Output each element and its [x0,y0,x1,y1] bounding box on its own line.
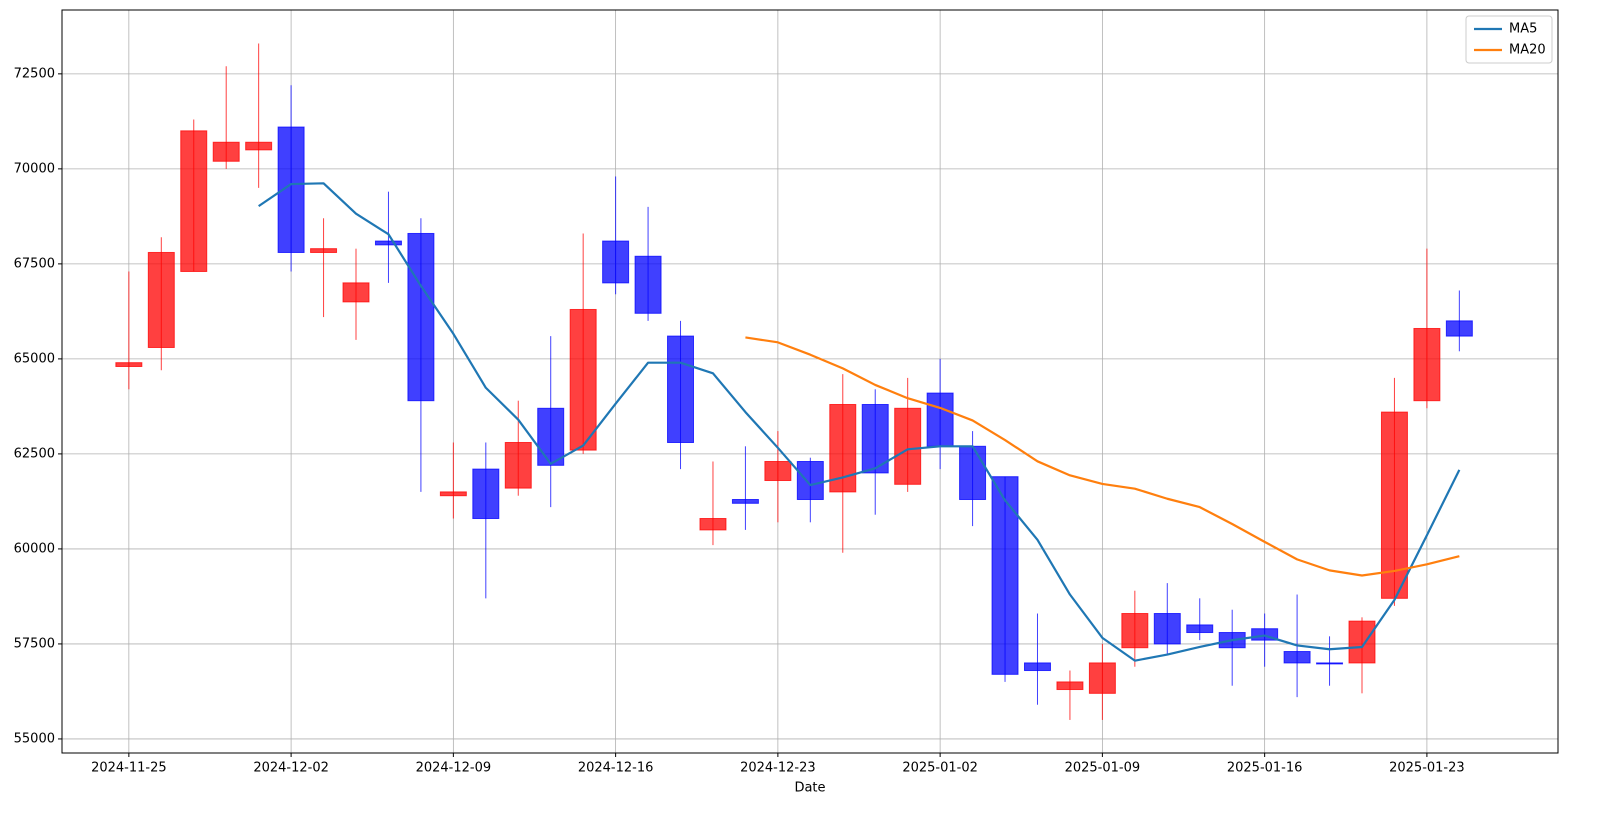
candle-body [731,499,759,504]
y-tick-label: 67500 [14,256,55,271]
candle-body [1024,662,1051,672]
y-tick-label: 55000 [14,731,55,746]
x-tick-label: 2025-01-16 [1227,761,1303,776]
legend-label: MA5 [1509,22,1537,37]
candle-body [310,248,338,253]
candle-body [504,441,532,489]
candle-body [1056,681,1084,691]
candle-body [537,407,565,466]
candle-body [374,240,402,246]
candle-body [634,255,662,314]
candle-body [1121,613,1149,649]
candle-body [1380,411,1408,599]
candle-body [212,141,240,162]
candle-body [1186,624,1214,634]
x-tick-label: 2024-12-09 [416,761,492,776]
candle-body [115,362,143,367]
x-tick-label: 2024-12-16 [578,761,654,776]
candle-body [861,403,889,474]
candle-body [1445,320,1473,337]
candle-body [1088,662,1116,694]
ma-line [258,182,1461,662]
candle-body [439,491,467,497]
candle-body [1316,662,1344,665]
candle-body [796,461,824,501]
candle-body [1348,620,1376,664]
x-tick-label: 2024-11-25 [91,761,167,776]
candle-body [1251,628,1279,641]
candle-body [667,335,695,443]
legend-label: MA20 [1509,43,1546,58]
candle-body [1413,327,1441,402]
candle-body [1283,651,1311,664]
candle-body [569,308,597,451]
plot-area [62,10,1558,753]
y-tick-label: 57500 [14,636,55,651]
candle-body [472,468,500,520]
candle-body [699,518,727,531]
candle-body [764,461,792,482]
candle-body [894,407,922,485]
legend-box [1465,15,1553,64]
x-tick-label: 2025-01-09 [1065,761,1141,776]
candle-body [926,392,954,447]
y-tick-label: 72500 [14,66,55,81]
y-tick-label: 65000 [14,351,55,366]
y-tick-label: 60000 [14,541,55,556]
x-tick-label: 2024-12-02 [253,761,329,776]
x-tick-label: 2025-01-02 [902,761,978,776]
candle-body [180,130,208,272]
candle-body [342,282,370,303]
candle-body [991,476,1019,675]
plot-frame [61,9,1559,754]
candle-body [147,251,175,348]
x-axis-label: Date [794,781,825,796]
candle-body [245,141,273,151]
y-tick-label: 70000 [14,161,55,176]
candle-body [1153,613,1181,645]
y-tick-label: 62500 [14,446,55,461]
candle-body [602,240,630,284]
candle-body [407,232,435,402]
candle-body [959,445,987,501]
ma-line [745,336,1460,577]
x-tick-label: 2024-12-23 [740,761,816,776]
x-tick-label: 2025-01-23 [1389,761,1465,776]
